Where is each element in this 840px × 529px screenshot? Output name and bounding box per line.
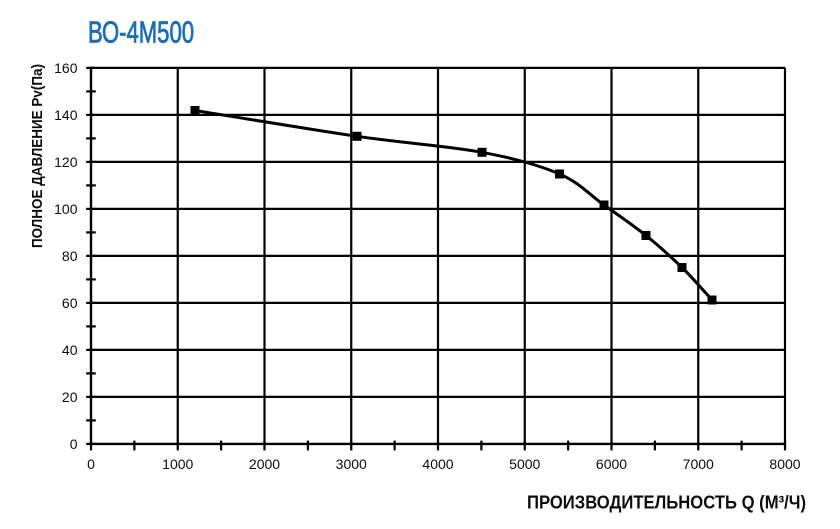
svg-text:100: 100 — [54, 201, 78, 217]
svg-text:60: 60 — [62, 295, 78, 311]
svg-text:6000: 6000 — [596, 456, 627, 472]
svg-text:5000: 5000 — [509, 456, 540, 472]
svg-text:1000: 1000 — [162, 456, 193, 472]
svg-text:140: 140 — [54, 107, 78, 123]
svg-text:0: 0 — [87, 456, 95, 472]
svg-text:4000: 4000 — [422, 456, 453, 472]
svg-text:40: 40 — [62, 342, 78, 358]
svg-text:ПОЛНОЕ ДАВЛЕНИЕ Pv(Па): ПОЛНОЕ ДАВЛЕНИЕ Pv(Па) — [29, 64, 46, 248]
svg-text:160: 160 — [54, 60, 78, 76]
svg-text:0: 0 — [70, 436, 78, 452]
svg-text:20: 20 — [62, 389, 78, 405]
svg-text:2000: 2000 — [249, 456, 280, 472]
svg-text:120: 120 — [54, 154, 78, 170]
svg-text:3000: 3000 — [336, 456, 367, 472]
svg-text:ВО-4М500: ВО-4М500 — [88, 16, 194, 50]
svg-text:8000: 8000 — [769, 456, 800, 472]
svg-text:ПРОИЗВОДИТЕЛЬНОСТЬ Q (М³/Ч): ПРОИЗВОДИТЕЛЬНОСТЬ Q (М³/Ч) — [527, 492, 806, 513]
svg-text:80: 80 — [62, 248, 78, 264]
svg-text:7000: 7000 — [683, 456, 714, 472]
